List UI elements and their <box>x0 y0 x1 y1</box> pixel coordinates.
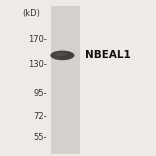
Ellipse shape <box>55 53 67 56</box>
Text: NBEAL1: NBEAL1 <box>85 50 131 60</box>
Text: 72-: 72- <box>33 112 47 121</box>
Ellipse shape <box>59 53 73 58</box>
Text: 130-: 130- <box>28 60 47 69</box>
Text: 55-: 55- <box>33 133 47 142</box>
Bar <box>51 6 80 154</box>
Text: 95-: 95- <box>33 89 47 98</box>
Text: (kD): (kD) <box>22 9 40 18</box>
Ellipse shape <box>50 51 75 60</box>
Text: 170-: 170- <box>28 34 47 44</box>
